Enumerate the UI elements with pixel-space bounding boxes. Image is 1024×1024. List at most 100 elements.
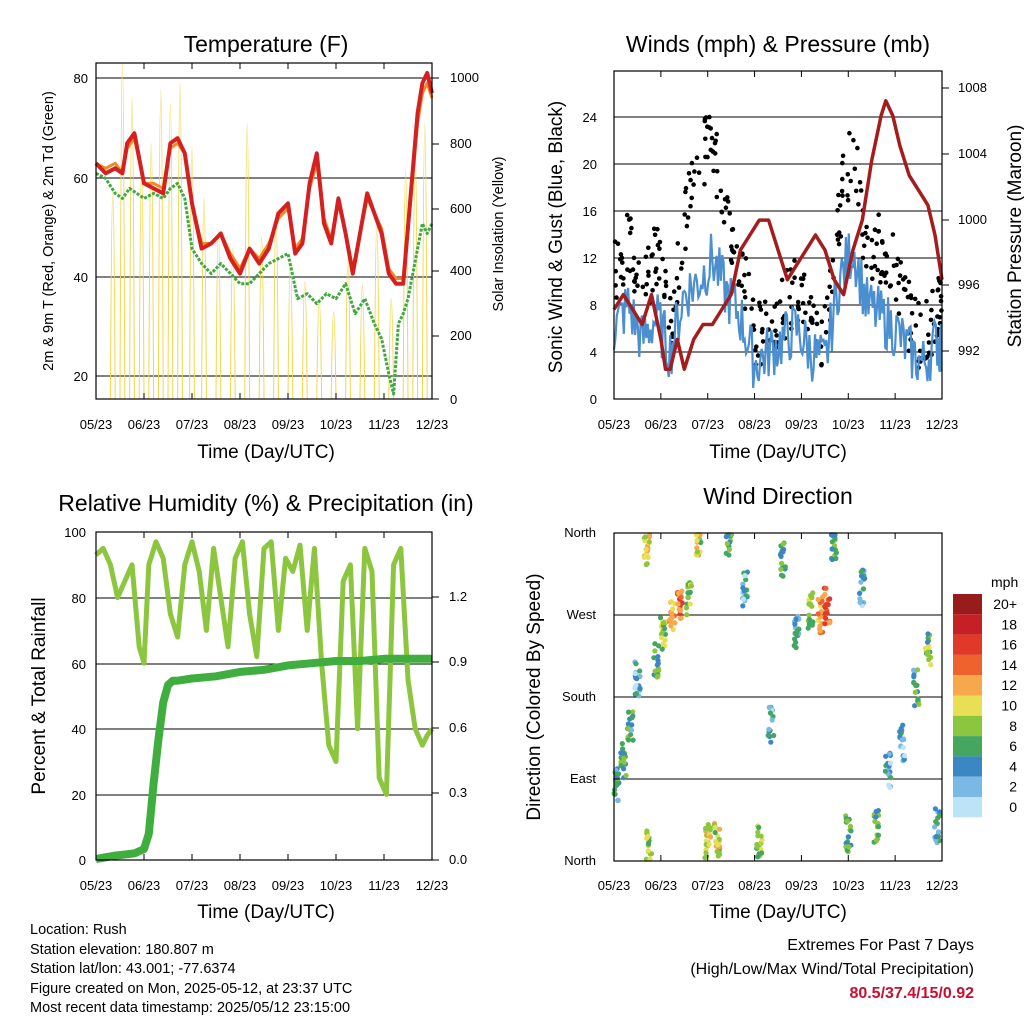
gust-point bbox=[749, 306, 754, 311]
direction-point bbox=[818, 603, 824, 609]
x-tick-label: 11/23 bbox=[879, 878, 911, 893]
station-latlon: Station lat/lon: 43.001; -77.6374 bbox=[30, 961, 236, 977]
direction-point bbox=[766, 726, 772, 732]
gust-point bbox=[657, 246, 662, 251]
gust-point bbox=[774, 333, 779, 338]
direction-point bbox=[716, 851, 723, 858]
gust-point bbox=[929, 307, 934, 313]
direction-point bbox=[660, 641, 666, 647]
direction-point bbox=[874, 837, 880, 843]
gust-point bbox=[906, 348, 912, 354]
gust-point bbox=[856, 202, 861, 207]
direction-point bbox=[646, 539, 652, 545]
direction-point bbox=[806, 612, 812, 618]
gust-point bbox=[769, 319, 775, 324]
rain-ytick-0.6: 0.6 bbox=[449, 720, 467, 735]
direction-point bbox=[937, 809, 943, 815]
temp-ytick-60: 60 bbox=[74, 171, 88, 186]
gust-point bbox=[913, 323, 919, 328]
direction-point bbox=[758, 833, 764, 839]
gust-point bbox=[836, 230, 842, 235]
x-tick-label: 05/23 bbox=[80, 878, 113, 893]
direction-point bbox=[656, 667, 662, 674]
direction-point bbox=[807, 617, 813, 623]
direction-point bbox=[620, 746, 626, 752]
gust-point bbox=[916, 300, 921, 306]
gust-point bbox=[703, 154, 708, 160]
gust-point bbox=[742, 289, 747, 294]
gust-point bbox=[627, 268, 633, 274]
gust-point bbox=[876, 229, 882, 234]
humidity-xlabel: Time (Day/UTC) bbox=[197, 902, 335, 923]
direction-point bbox=[916, 701, 922, 707]
temperature-panel: Temperature (F) 80 60 40 20 1000 800 600… bbox=[41, 31, 507, 463]
gust-point bbox=[814, 310, 820, 316]
solar-peak bbox=[109, 190, 116, 400]
solar-peak bbox=[157, 89, 164, 400]
gust-point bbox=[713, 138, 718, 144]
gust-point bbox=[824, 295, 830, 301]
winds-ylabel-left: Sonic Wind & Gust (Blue, Black) bbox=[546, 101, 567, 373]
gust-point bbox=[631, 255, 637, 261]
gust-point bbox=[773, 328, 778, 334]
direction-point bbox=[754, 841, 760, 848]
direction-point bbox=[645, 848, 651, 854]
hum-ytick-80: 80 bbox=[72, 591, 86, 606]
gust-point bbox=[758, 307, 764, 312]
direction-point bbox=[633, 691, 640, 697]
direction-point bbox=[630, 737, 636, 743]
temp-series-1 bbox=[95, 81, 434, 281]
direction-point bbox=[755, 829, 761, 835]
solar-peak bbox=[316, 298, 323, 400]
direction-point bbox=[792, 621, 798, 627]
direction-point bbox=[655, 654, 661, 660]
gust-point bbox=[646, 273, 651, 278]
direction-point bbox=[694, 545, 700, 551]
direction-point bbox=[815, 611, 821, 617]
gust-point bbox=[624, 212, 630, 218]
gust-point bbox=[857, 180, 863, 185]
gust-point bbox=[926, 340, 932, 345]
gust-point bbox=[840, 193, 845, 198]
gust-point bbox=[753, 347, 758, 353]
gust-point bbox=[800, 300, 806, 306]
direction-ytick-label: East bbox=[570, 771, 596, 786]
direction-point bbox=[685, 595, 691, 601]
direction-point bbox=[668, 623, 674, 629]
direction-ytick-label: North bbox=[564, 525, 596, 540]
direction-point bbox=[642, 534, 648, 540]
solar-peak bbox=[359, 284, 366, 400]
direction-ytick-label: North bbox=[564, 853, 596, 868]
direction-point bbox=[912, 689, 919, 695]
gust-point bbox=[640, 284, 646, 290]
gust-point bbox=[792, 275, 797, 281]
direction-point bbox=[740, 585, 746, 591]
rain-ytick-1.2: 1.2 bbox=[449, 589, 467, 604]
direction-point bbox=[625, 737, 632, 743]
direction-point bbox=[713, 839, 719, 845]
temp-series-2 bbox=[95, 171, 434, 396]
winds-ylabel-right: Station Pressure (Maroon) bbox=[1005, 125, 1024, 348]
direction-point bbox=[712, 824, 719, 831]
direction-point bbox=[684, 612, 690, 618]
humidity-x-ticks: 05/23 06/23 07/23 08/23 09/23 10/23 11/23 12/23 bbox=[80, 532, 448, 893]
legend-swatch bbox=[953, 614, 982, 635]
gust-point bbox=[894, 262, 899, 268]
direction-points bbox=[611, 532, 943, 862]
gust-point bbox=[875, 267, 880, 273]
direction-point bbox=[780, 541, 787, 547]
speed-legend: 20+ 18 16 14 12 10 8 6 4 2 0 bbox=[953, 594, 1017, 818]
gust-point bbox=[897, 273, 903, 278]
x-tick-label: 08/23 bbox=[738, 417, 771, 432]
direction-point bbox=[644, 835, 650, 841]
gust-point bbox=[801, 272, 807, 278]
direction-point bbox=[712, 829, 718, 836]
gust-point bbox=[723, 205, 729, 210]
gust-point bbox=[685, 215, 691, 220]
gust-point bbox=[814, 321, 820, 327]
direction-point bbox=[687, 590, 693, 596]
direction-point bbox=[915, 667, 921, 673]
gust-point bbox=[688, 177, 693, 183]
solar-peak bbox=[345, 257, 351, 400]
direction-point bbox=[888, 775, 894, 781]
